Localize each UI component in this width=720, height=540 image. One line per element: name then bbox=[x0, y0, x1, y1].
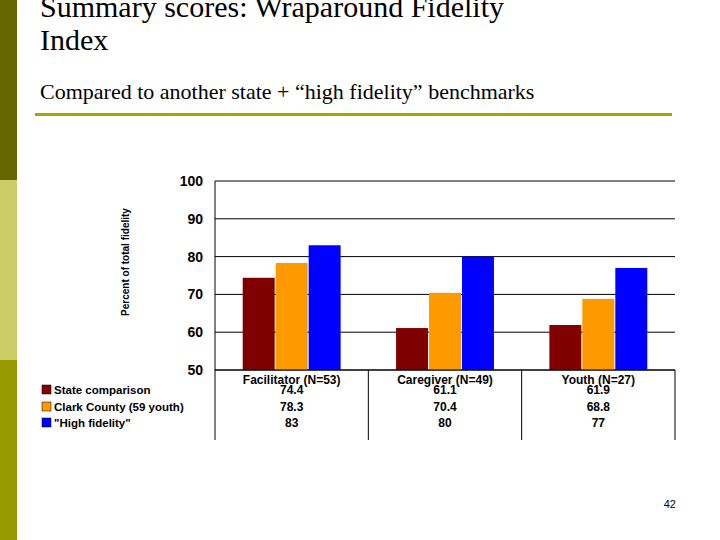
bar bbox=[549, 325, 581, 370]
data-label: 80 bbox=[438, 416, 452, 430]
legend-swatch bbox=[42, 402, 51, 411]
bar bbox=[429, 293, 461, 370]
y-axis-label: Percent of total fidelity bbox=[120, 208, 131, 316]
bar bbox=[309, 245, 341, 370]
decor-strip bbox=[0, 180, 17, 360]
legend-label: Clark County (59 youth) bbox=[54, 401, 184, 413]
data-label: 74.4 bbox=[280, 383, 304, 397]
grid-line bbox=[215, 218, 675, 219]
legend-swatch bbox=[42, 418, 51, 427]
data-label: 61.9 bbox=[587, 383, 611, 397]
legend-swatch bbox=[42, 385, 51, 394]
y-tick-label: 90 bbox=[187, 211, 203, 227]
table-divider bbox=[521, 370, 522, 440]
y-tick-label: 80 bbox=[187, 249, 203, 265]
title-rule bbox=[35, 113, 672, 116]
bar bbox=[243, 278, 275, 370]
data-label: 68.8 bbox=[587, 400, 611, 414]
bar bbox=[615, 268, 647, 370]
bar bbox=[582, 299, 614, 370]
y-tick-label: 50 bbox=[187, 362, 203, 378]
data-label: 77 bbox=[592, 416, 606, 430]
page-number: 42 bbox=[664, 498, 676, 510]
grid-line bbox=[215, 370, 675, 371]
subtitle: Compared to another state + “high fideli… bbox=[40, 79, 700, 105]
data-label: 83 bbox=[285, 416, 299, 430]
slide: Summary scores: Wraparound Fidelity Inde… bbox=[0, 0, 720, 540]
data-label: 61.1 bbox=[433, 383, 457, 397]
grid-line bbox=[215, 181, 675, 182]
x-axis bbox=[215, 370, 675, 371]
decor-strip bbox=[0, 0, 17, 180]
bar bbox=[276, 263, 308, 370]
bar bbox=[462, 257, 494, 370]
grid-line bbox=[215, 256, 675, 257]
data-label: 78.3 bbox=[280, 400, 304, 414]
y-tick-label: 60 bbox=[187, 324, 203, 340]
table-divider bbox=[368, 370, 369, 440]
y-tick-label: 70 bbox=[187, 286, 203, 302]
y-tick-label: 100 bbox=[180, 173, 204, 189]
title: Summary scores: Wraparound Fidelity Inde… bbox=[40, 0, 560, 56]
data-label: 70.4 bbox=[433, 400, 457, 414]
table-divider bbox=[675, 370, 676, 440]
y-axis bbox=[215, 181, 216, 440]
chart: 5060708090100Percent of total fidelityFa… bbox=[0, 0, 720, 540]
bar bbox=[396, 328, 428, 370]
decor-strip bbox=[0, 360, 17, 540]
legend-label: State comparison bbox=[54, 384, 151, 396]
legend-label: "High fidelity" bbox=[54, 417, 131, 429]
bars bbox=[243, 245, 648, 370]
